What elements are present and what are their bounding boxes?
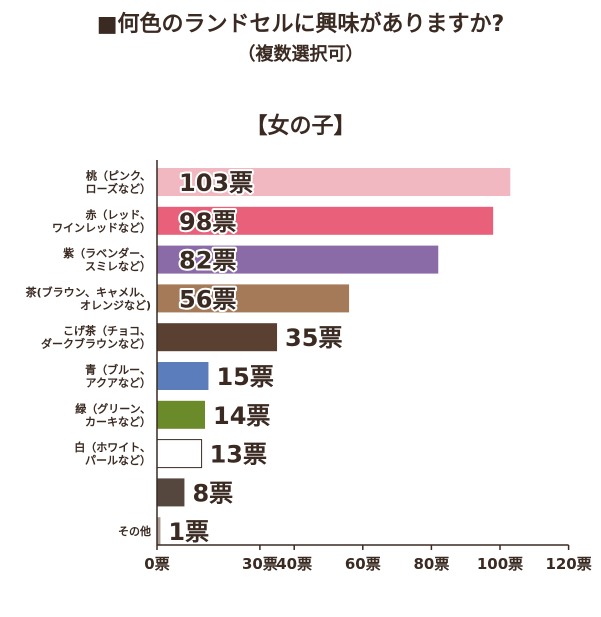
bar-5 [157, 362, 209, 390]
value-label-9: 1票 [168, 518, 209, 546]
x-tick-label-2: 40票 [276, 555, 312, 573]
category-label-9: その他 [118, 524, 151, 538]
value-label-6: 14票 [213, 402, 270, 430]
category-label-0: 桃（ピンク、ローズなど） [86, 169, 151, 196]
category-label-4: こげ茶（チョコ、ダークブラウンなど） [41, 324, 151, 351]
category-label-5: 青（ブルー、アクアなど） [85, 363, 151, 390]
value-label-0: 103票 [179, 169, 253, 197]
chart-title: ■何色のランドセルに興味がありますか? [96, 12, 505, 37]
value-label-3: 56票 [179, 285, 236, 313]
bar-2 [157, 245, 439, 274]
value-label-1: 98票 [179, 208, 236, 236]
group-label: 【女の子】 [245, 114, 356, 139]
value-label-4: 35票 [285, 324, 342, 352]
chart-subtitle: （複数選択可） [237, 44, 364, 65]
value-label-7: 13票 [210, 441, 267, 469]
value-label-5: 15票 [216, 363, 273, 391]
category-label-7: 白（ホワイト、パールなど） [74, 440, 151, 467]
bar-4 [157, 323, 278, 352]
bar-7 [156, 439, 203, 469]
value-label-2: 82票 [179, 247, 236, 275]
x-tick-label-0: 0票 [144, 555, 169, 573]
category-label-3: 茶(ブラウン、キャメル、オレンジなど) [25, 285, 151, 312]
x-tick-label-1: 30票 [242, 555, 278, 573]
bar-0 [157, 168, 511, 196]
x-tick-label-4: 80票 [413, 555, 449, 573]
bar-1 [157, 206, 494, 235]
bar-6 [157, 400, 206, 429]
bar-8 [157, 478, 185, 507]
x-tick-label-5: 100票 [477, 555, 523, 573]
category-label-1: 赤（レッド、ワインレッドなど） [52, 207, 151, 234]
x-tick-label-3: 60票 [345, 555, 381, 573]
bar-3 [157, 284, 350, 313]
bar-9 [157, 517, 161, 546]
value-label-8: 8票 [192, 479, 233, 507]
x-tick-label-6: 120票 [545, 555, 591, 573]
category-label-6: 緑（グリーン、カーキなど） [75, 401, 151, 428]
category-label-2: 紫（ラベンダー、スミレなど） [63, 246, 151, 273]
